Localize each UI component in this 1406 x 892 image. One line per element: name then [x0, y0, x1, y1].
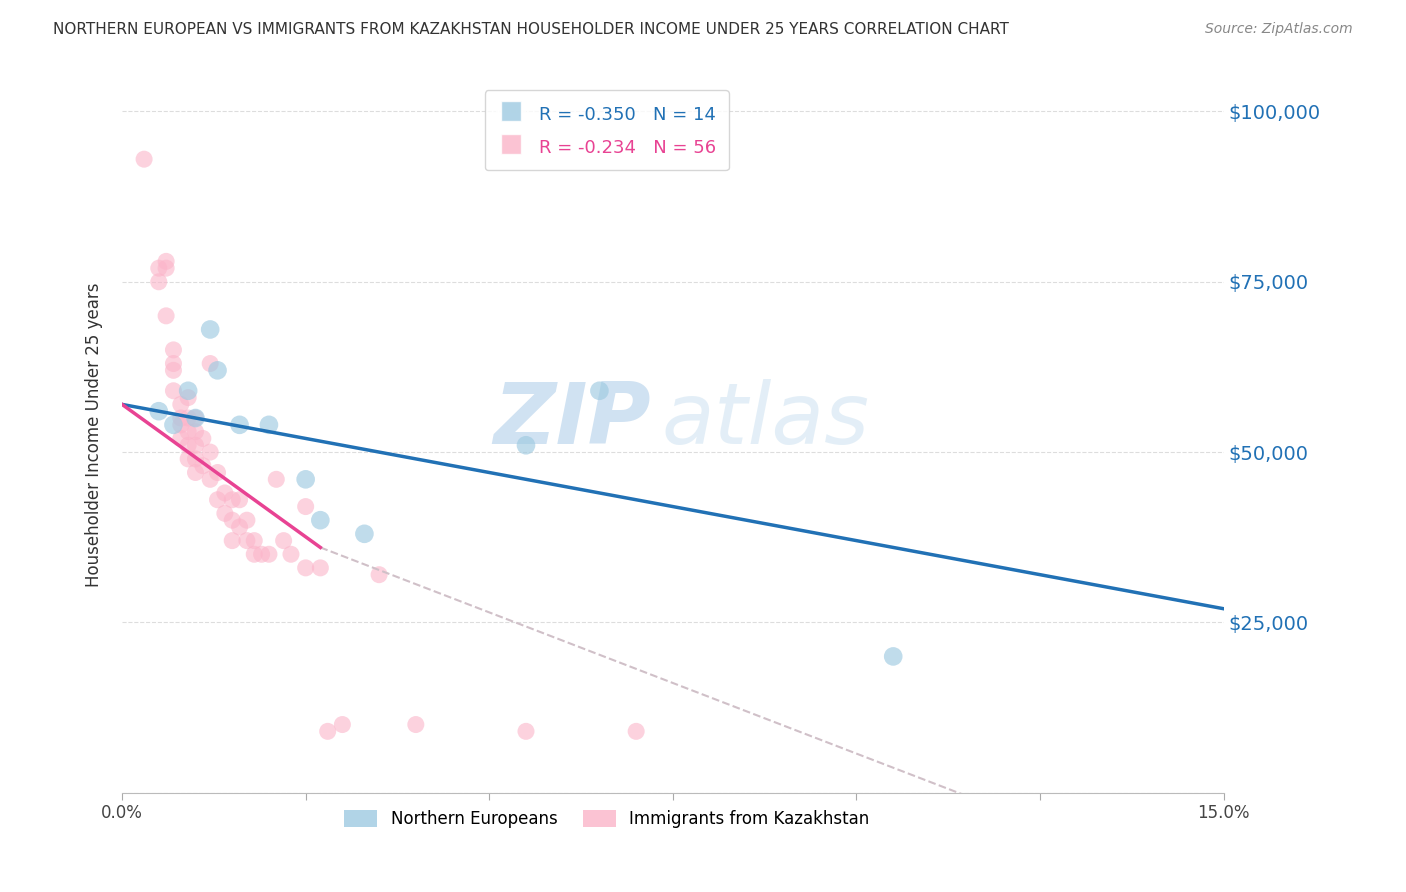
Point [214, 507, 236, 521]
Point [162, 363, 184, 377]
Point [214, 486, 236, 500]
Point [177, 425, 200, 439]
Point [405, 717, 427, 731]
Point [588, 384, 610, 398]
Point [228, 520, 250, 534]
Legend: Northern Europeans, Immigrants from Kazakhstan: Northern Europeans, Immigrants from Kaza… [337, 803, 876, 834]
Point [515, 724, 537, 739]
Point [184, 411, 207, 425]
Point [221, 492, 243, 507]
Point [257, 547, 280, 561]
Point [191, 432, 214, 446]
Point [250, 547, 273, 561]
Point [353, 526, 375, 541]
Point [155, 254, 177, 268]
Point [309, 513, 332, 527]
Point [191, 458, 214, 473]
Point [273, 533, 295, 548]
Point [170, 432, 193, 446]
Point [243, 533, 266, 548]
Point [184, 425, 207, 439]
Point [257, 417, 280, 432]
Text: atlas: atlas [662, 379, 870, 462]
Point [148, 404, 170, 418]
Point [316, 724, 339, 739]
Point [207, 363, 229, 377]
Point [309, 561, 332, 575]
Point [198, 322, 221, 336]
Point [228, 417, 250, 432]
Point [177, 391, 200, 405]
Point [236, 533, 259, 548]
Text: Source: ZipAtlas.com: Source: ZipAtlas.com [1205, 22, 1353, 37]
Point [132, 152, 155, 166]
Point [148, 261, 170, 276]
Point [294, 472, 316, 486]
Point [207, 466, 229, 480]
Point [198, 472, 221, 486]
Point [155, 309, 177, 323]
Point [198, 357, 221, 371]
Point [198, 445, 221, 459]
Point [170, 411, 193, 425]
Point [332, 717, 354, 731]
Point [184, 411, 207, 425]
Point [243, 547, 266, 561]
Point [228, 492, 250, 507]
Point [162, 343, 184, 357]
Point [177, 384, 200, 398]
Point [184, 438, 207, 452]
Point [162, 357, 184, 371]
Point [515, 438, 537, 452]
Point [148, 275, 170, 289]
Y-axis label: Householder Income Under 25 years: Householder Income Under 25 years [86, 283, 103, 587]
Text: ZIP: ZIP [494, 379, 651, 462]
Point [368, 567, 391, 582]
Point [177, 451, 200, 466]
Point [294, 500, 316, 514]
Point [170, 417, 193, 432]
Point [624, 724, 647, 739]
Point [294, 561, 316, 575]
Point [170, 397, 193, 411]
Point [221, 513, 243, 527]
Point [221, 533, 243, 548]
Point [162, 417, 184, 432]
Point [177, 438, 200, 452]
Point [280, 547, 302, 561]
Point [882, 649, 904, 664]
Point [207, 492, 229, 507]
Point [266, 472, 288, 486]
Point [177, 411, 200, 425]
Point [155, 261, 177, 276]
Point [184, 466, 207, 480]
Point [162, 384, 184, 398]
Point [184, 451, 207, 466]
Text: NORTHERN EUROPEAN VS IMMIGRANTS FROM KAZAKHSTAN HOUSEHOLDER INCOME UNDER 25 YEAR: NORTHERN EUROPEAN VS IMMIGRANTS FROM KAZ… [53, 22, 1010, 37]
Point [236, 513, 259, 527]
